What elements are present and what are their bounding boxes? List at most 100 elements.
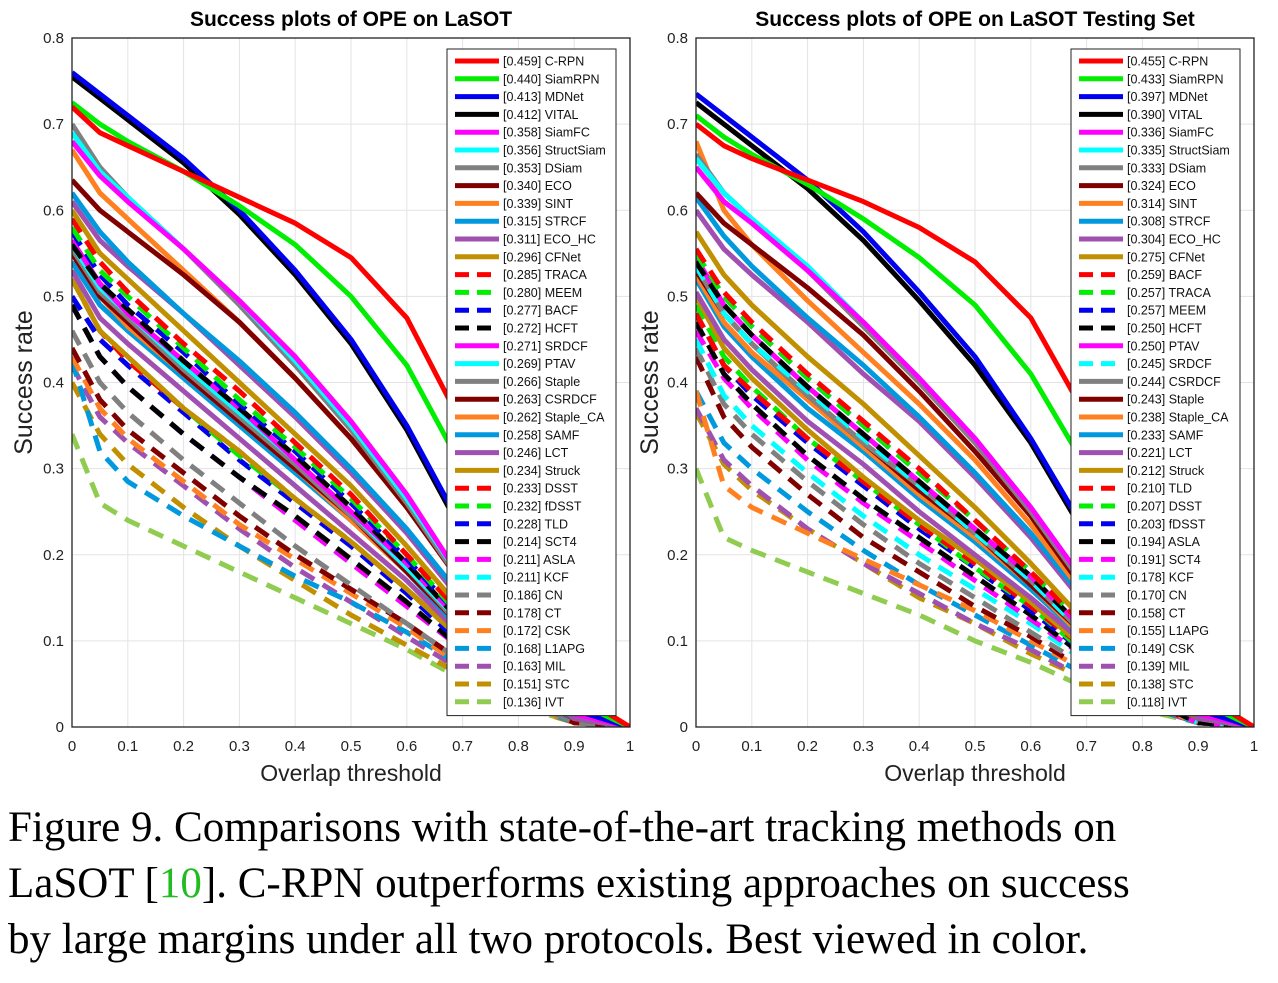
legend-entry: [0.136] IVT bbox=[503, 695, 565, 709]
series-line bbox=[696, 389, 1254, 727]
caption-line-1: Figure 9. Comparisons with state-of-the-… bbox=[8, 804, 1117, 851]
y-tick-label: 0.2 bbox=[43, 547, 64, 564]
legend-entry: [0.390] VITAL bbox=[1127, 108, 1203, 122]
legend-entry: [0.258] SAMF bbox=[503, 428, 580, 442]
legend-entry: [0.304] ECO_HC bbox=[1127, 233, 1221, 247]
legend-entry: [0.149] CSK bbox=[1127, 642, 1195, 656]
chart-title: Success plots of OPE on LaSOT bbox=[190, 8, 512, 31]
x-tick-label: 0.8 bbox=[1132, 738, 1153, 755]
legend-entry: [0.244] CSRDCF bbox=[1127, 375, 1221, 389]
caption-text: LaSOT [ bbox=[8, 860, 159, 907]
legend-entry: [0.138] STC bbox=[1127, 678, 1194, 692]
legend-entry: [0.459] C-RPN bbox=[503, 55, 584, 69]
x-tick-label: 0.3 bbox=[229, 738, 250, 755]
legend-entry: [0.413] MDNet bbox=[503, 90, 584, 104]
y-tick-label: 0.3 bbox=[43, 461, 64, 478]
legend-entry: [0.158] CT bbox=[1127, 606, 1186, 620]
legend-entry: [0.455] C-RPN bbox=[1127, 55, 1208, 69]
y-tick-label: 0.7 bbox=[667, 116, 688, 133]
legend-entry: [0.340] ECO bbox=[503, 179, 572, 193]
caption-line-3: by large margins under all two protocols… bbox=[8, 916, 1089, 963]
chart-panel-1: 0 0.1 0.2 0.3 0.4 0.5 0.6 0.7 0.8 0.9 1 0 0.1 0.2 0.3 0… bbox=[10, 8, 634, 786]
legend-entry: [0.412] VITAL bbox=[503, 108, 579, 122]
citation-link[interactable]: 10 bbox=[158, 860, 202, 907]
legend-entry: [0.433] SiamRPN bbox=[1127, 72, 1224, 86]
legend-entry: [0.250] HCFT bbox=[1127, 322, 1202, 336]
series-line bbox=[72, 381, 630, 727]
series-line bbox=[696, 467, 1254, 727]
x-tick-label: 0.7 bbox=[1076, 738, 1097, 755]
legend-entry: [0.358] SiamFC bbox=[503, 126, 590, 140]
y-tick-label: 0.6 bbox=[667, 202, 688, 219]
series-line bbox=[696, 338, 1254, 727]
legend-entry: [0.207] DSST bbox=[1127, 500, 1202, 514]
series-line bbox=[696, 329, 1254, 727]
legend-entry: [0.277] BACF bbox=[503, 304, 578, 318]
x-tick-label: 0.5 bbox=[341, 738, 362, 755]
legend-entry: [0.335] StructSiam bbox=[1127, 144, 1230, 158]
x-tick-label: 0.4 bbox=[909, 738, 930, 755]
legend-entry: [0.151] STC bbox=[503, 678, 570, 692]
legend-entry: [0.315] STRCF bbox=[503, 215, 587, 229]
y-tick-label: 0.4 bbox=[43, 375, 64, 392]
x-tick-label: 0.2 bbox=[797, 738, 818, 755]
legend-entry: [0.311] ECO_HC bbox=[503, 233, 596, 247]
legend-entry: [0.221] LCT bbox=[1127, 446, 1193, 460]
y-axis-label: Success rate bbox=[636, 310, 664, 455]
x-tick-label: 0.6 bbox=[1020, 738, 1041, 755]
chart-panel-2: 0 0.1 0.2 0.3 0.4 0.5 0.6 0.7 0.8 0.9 1 0 0.1 0.2 0.3 0… bbox=[636, 8, 1258, 786]
y-tick-label: 0.6 bbox=[43, 202, 64, 219]
x-tick-label: 0.1 bbox=[741, 738, 762, 755]
legend-entry: [0.263] CSRDCF bbox=[503, 393, 597, 407]
y-tick-label: 0.5 bbox=[667, 288, 688, 305]
y-tick-label: 0.5 bbox=[43, 288, 64, 305]
x-tick-label: 0 bbox=[692, 738, 700, 755]
legend-entry: [0.233] SAMF bbox=[1127, 428, 1204, 442]
legend-entry: [0.324] ECO bbox=[1127, 179, 1196, 193]
figure-charts: 0 0.1 0.2 0.3 0.4 0.5 0.6 0.7 0.8 0.9 1 0 0.1 0.2 0.3 0… bbox=[10, 8, 1258, 786]
legend-entry: [0.238] Staple_CA bbox=[1127, 411, 1229, 425]
x-axis-label: Overlap threshold bbox=[884, 760, 1066, 786]
legend-entry: [0.228] TLD bbox=[503, 517, 568, 531]
legend-entry: [0.257] MEEM bbox=[1127, 304, 1206, 318]
legend-entry: [0.172] CSK bbox=[503, 624, 571, 638]
legend-entry: [0.186] CN bbox=[503, 589, 563, 603]
legend-entry: [0.314] SINT bbox=[1127, 197, 1198, 211]
legend-entry: [0.250] PTAV bbox=[1127, 339, 1200, 353]
legend-entry: [0.440] SiamRPN bbox=[503, 72, 600, 86]
legend-entry: [0.397] MDNet bbox=[1127, 90, 1208, 104]
x-tick-label: 0.1 bbox=[117, 738, 138, 755]
legend-entry: [0.155] L1APG bbox=[1127, 624, 1209, 638]
y-tick-label: 0 bbox=[56, 719, 64, 736]
y-tick-label: 0 bbox=[680, 719, 688, 736]
legend-entry: [0.234] Struck bbox=[503, 464, 581, 478]
legend-entry: [0.339] SINT bbox=[503, 197, 574, 211]
y-tick-label: 0.1 bbox=[43, 633, 64, 650]
legend-entry: [0.211] ASLA bbox=[503, 553, 576, 567]
legend-entry: [0.257] TRACA bbox=[1127, 286, 1212, 300]
legend-entry: [0.203] fDSST bbox=[1127, 517, 1206, 531]
legend-entry: [0.178] CT bbox=[503, 606, 562, 620]
legend-entry: [0.333] DSiam bbox=[1127, 161, 1206, 175]
x-tick-label: 0.3 bbox=[853, 738, 874, 755]
y-tick-label: 0.3 bbox=[667, 461, 688, 478]
legend-entry: [0.353] DSiam bbox=[503, 161, 582, 175]
y-tick-label: 0.2 bbox=[667, 547, 688, 564]
legend-entry: [0.210] TLD bbox=[1127, 482, 1192, 496]
x-tick-label: 0.5 bbox=[965, 738, 986, 755]
legend-entry: [0.212] Struck bbox=[1127, 464, 1205, 478]
x-tick-label: 0.6 bbox=[396, 738, 417, 755]
plot-frame bbox=[71, 37, 631, 728]
x-tick-label: 0.2 bbox=[173, 738, 194, 755]
legend-entry: [0.211] KCF bbox=[503, 571, 569, 585]
x-tick-label: 0.4 bbox=[285, 738, 306, 755]
plot-frame bbox=[695, 37, 1255, 728]
series-line bbox=[72, 230, 630, 727]
legend-entry: [0.232] fDSST bbox=[503, 500, 582, 514]
legend-entry: [0.118] IVT bbox=[1127, 695, 1188, 709]
legend-entry: [0.336] SiamFC bbox=[1127, 126, 1214, 140]
legend-entry: [0.266] Staple bbox=[503, 375, 580, 389]
y-tick-label: 0.8 bbox=[667, 30, 688, 47]
x-tick-label: 1 bbox=[1250, 738, 1258, 755]
x-tick-label: 1 bbox=[626, 738, 634, 755]
